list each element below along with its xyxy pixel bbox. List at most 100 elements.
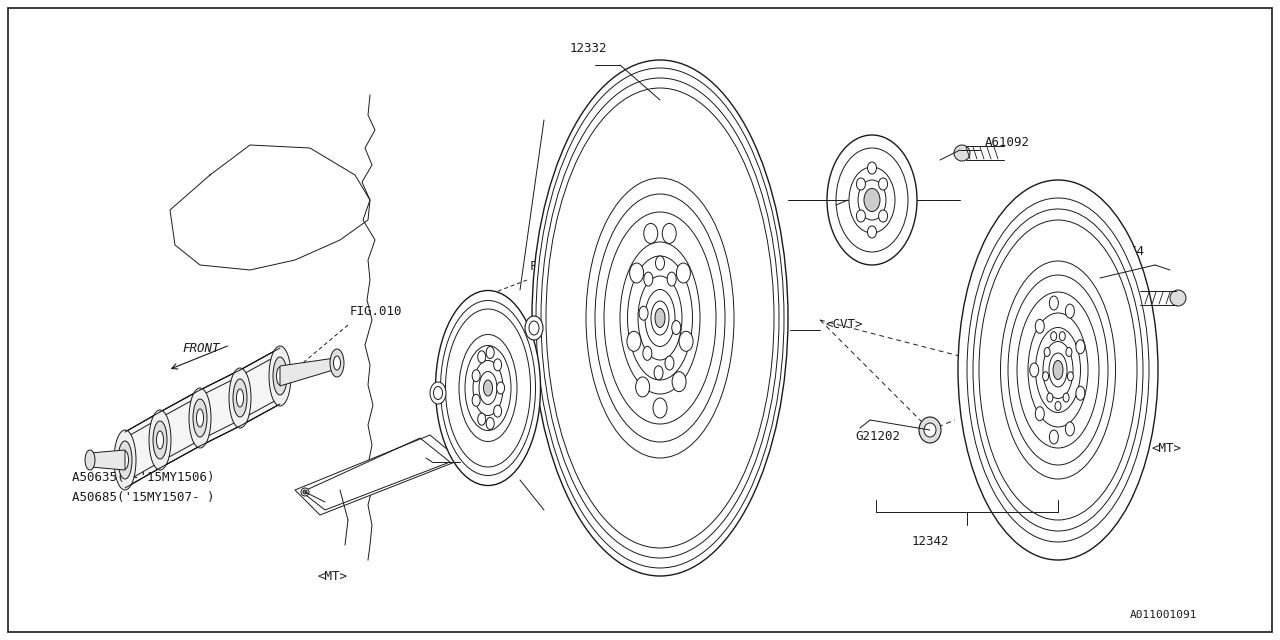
Ellipse shape bbox=[276, 367, 283, 385]
Ellipse shape bbox=[627, 332, 641, 351]
Text: 12332: 12332 bbox=[570, 42, 608, 55]
Ellipse shape bbox=[460, 335, 517, 442]
Ellipse shape bbox=[1043, 342, 1073, 399]
Ellipse shape bbox=[472, 370, 480, 381]
Ellipse shape bbox=[1066, 348, 1071, 356]
Ellipse shape bbox=[639, 306, 648, 320]
Ellipse shape bbox=[430, 382, 445, 404]
Polygon shape bbox=[125, 412, 160, 488]
Ellipse shape bbox=[630, 263, 644, 283]
Text: A61074: A61074 bbox=[1100, 245, 1146, 258]
Polygon shape bbox=[280, 358, 340, 386]
Ellipse shape bbox=[856, 210, 865, 222]
Ellipse shape bbox=[672, 372, 686, 392]
Polygon shape bbox=[241, 348, 280, 426]
Ellipse shape bbox=[1060, 332, 1065, 340]
Ellipse shape bbox=[878, 210, 887, 222]
Ellipse shape bbox=[643, 346, 652, 360]
Ellipse shape bbox=[541, 78, 780, 558]
Ellipse shape bbox=[529, 321, 539, 335]
Ellipse shape bbox=[494, 359, 502, 371]
Polygon shape bbox=[200, 370, 241, 446]
Ellipse shape bbox=[1018, 292, 1100, 448]
Ellipse shape bbox=[667, 272, 676, 286]
Ellipse shape bbox=[868, 162, 877, 174]
Ellipse shape bbox=[122, 451, 128, 469]
Ellipse shape bbox=[604, 212, 716, 424]
Ellipse shape bbox=[655, 308, 666, 328]
Ellipse shape bbox=[680, 332, 692, 351]
Ellipse shape bbox=[924, 423, 936, 437]
Polygon shape bbox=[294, 435, 460, 515]
Text: <CVT>: <CVT> bbox=[826, 319, 864, 332]
Ellipse shape bbox=[148, 410, 172, 470]
Text: <MT>: <MT> bbox=[317, 570, 348, 583]
Ellipse shape bbox=[1068, 372, 1074, 381]
Ellipse shape bbox=[1036, 319, 1044, 333]
Ellipse shape bbox=[440, 301, 535, 476]
Ellipse shape bbox=[477, 351, 485, 363]
Ellipse shape bbox=[620, 242, 700, 394]
Ellipse shape bbox=[477, 413, 485, 425]
Ellipse shape bbox=[644, 272, 653, 286]
Ellipse shape bbox=[652, 301, 669, 335]
Ellipse shape bbox=[494, 405, 502, 417]
Text: A50635( -'15MY1506): A50635( -'15MY1506) bbox=[72, 472, 215, 484]
Ellipse shape bbox=[954, 145, 970, 161]
Ellipse shape bbox=[435, 291, 540, 486]
Ellipse shape bbox=[856, 178, 865, 190]
Ellipse shape bbox=[1036, 328, 1080, 413]
Ellipse shape bbox=[330, 349, 344, 377]
Ellipse shape bbox=[465, 346, 511, 431]
Ellipse shape bbox=[973, 209, 1143, 531]
Ellipse shape bbox=[1050, 353, 1068, 387]
Ellipse shape bbox=[1050, 296, 1059, 310]
Text: FIG.010: FIG.010 bbox=[530, 260, 582, 273]
Ellipse shape bbox=[474, 360, 503, 415]
Ellipse shape bbox=[666, 356, 675, 370]
Ellipse shape bbox=[1044, 348, 1050, 356]
Ellipse shape bbox=[434, 387, 443, 399]
Ellipse shape bbox=[1050, 430, 1059, 444]
Ellipse shape bbox=[84, 450, 95, 470]
Ellipse shape bbox=[154, 421, 166, 459]
Polygon shape bbox=[160, 390, 200, 468]
Ellipse shape bbox=[836, 148, 908, 252]
Ellipse shape bbox=[536, 68, 783, 568]
Ellipse shape bbox=[637, 276, 682, 360]
Ellipse shape bbox=[233, 379, 247, 417]
Text: 12333: 12333 bbox=[852, 191, 890, 204]
Ellipse shape bbox=[672, 321, 681, 335]
Ellipse shape bbox=[1043, 372, 1048, 381]
Ellipse shape bbox=[662, 223, 676, 243]
Text: G21202: G21202 bbox=[855, 430, 900, 443]
Ellipse shape bbox=[645, 289, 675, 346]
Ellipse shape bbox=[486, 417, 494, 429]
Ellipse shape bbox=[655, 256, 664, 270]
Ellipse shape bbox=[472, 394, 480, 406]
Ellipse shape bbox=[966, 198, 1149, 542]
Ellipse shape bbox=[445, 309, 530, 467]
Ellipse shape bbox=[273, 357, 287, 395]
Ellipse shape bbox=[849, 167, 895, 233]
Ellipse shape bbox=[1009, 275, 1108, 465]
Ellipse shape bbox=[1053, 360, 1062, 380]
Ellipse shape bbox=[676, 263, 690, 283]
Ellipse shape bbox=[1051, 332, 1057, 340]
Ellipse shape bbox=[118, 441, 132, 479]
Ellipse shape bbox=[1036, 406, 1044, 420]
Ellipse shape bbox=[1028, 313, 1088, 427]
Ellipse shape bbox=[237, 389, 243, 407]
Ellipse shape bbox=[1065, 422, 1074, 436]
Ellipse shape bbox=[229, 368, 251, 428]
Ellipse shape bbox=[878, 178, 887, 190]
Ellipse shape bbox=[269, 346, 291, 406]
Ellipse shape bbox=[653, 398, 667, 418]
Text: <MT>: <MT> bbox=[1152, 442, 1181, 454]
Ellipse shape bbox=[586, 178, 733, 458]
Ellipse shape bbox=[193, 399, 207, 437]
Ellipse shape bbox=[957, 180, 1158, 560]
Ellipse shape bbox=[827, 135, 916, 265]
Polygon shape bbox=[90, 450, 125, 470]
Ellipse shape bbox=[532, 60, 788, 576]
